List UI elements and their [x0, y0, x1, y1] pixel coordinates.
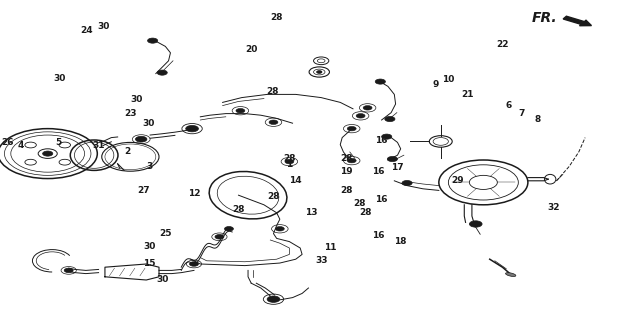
Circle shape [347, 158, 356, 163]
Text: 23: 23 [124, 109, 137, 118]
Text: 22: 22 [496, 40, 509, 49]
Circle shape [363, 106, 372, 110]
Text: 3: 3 [146, 162, 153, 171]
Circle shape [135, 136, 147, 142]
Text: 28: 28 [267, 192, 280, 201]
Text: 28: 28 [353, 199, 366, 208]
Text: 1: 1 [286, 160, 293, 169]
Text: 21: 21 [461, 90, 474, 99]
Circle shape [385, 116, 395, 122]
Text: 16: 16 [372, 167, 385, 176]
Text: 30: 30 [130, 95, 143, 104]
Text: 16: 16 [375, 136, 388, 145]
Text: 13: 13 [305, 208, 318, 217]
Circle shape [402, 180, 412, 186]
FancyArrow shape [563, 16, 591, 26]
Text: 30: 30 [142, 119, 155, 128]
Circle shape [469, 221, 482, 227]
Circle shape [215, 235, 224, 239]
Text: 17: 17 [391, 164, 404, 172]
Circle shape [64, 268, 73, 273]
Text: 10: 10 [442, 76, 455, 84]
Circle shape [269, 120, 278, 124]
Text: 30: 30 [156, 276, 169, 284]
Text: 5: 5 [55, 138, 62, 147]
Circle shape [157, 70, 167, 75]
Text: 31: 31 [92, 141, 105, 150]
Text: 28: 28 [232, 205, 245, 214]
Text: 28: 28 [359, 208, 372, 217]
Text: 32: 32 [547, 204, 560, 212]
Text: 30: 30 [53, 74, 66, 83]
Circle shape [275, 227, 284, 231]
Text: 28: 28 [266, 87, 279, 96]
Text: 15: 15 [143, 260, 156, 268]
Text: 33: 33 [315, 256, 328, 265]
Ellipse shape [506, 273, 516, 276]
Circle shape [148, 38, 158, 43]
Text: 30: 30 [97, 22, 110, 31]
Circle shape [347, 126, 356, 131]
Text: 29: 29 [452, 176, 464, 185]
Text: 8: 8 [534, 116, 541, 124]
Text: 18: 18 [394, 237, 407, 246]
Text: 28: 28 [270, 13, 283, 22]
Text: 25: 25 [159, 229, 172, 238]
Text: 19: 19 [340, 167, 353, 176]
Text: 28: 28 [340, 154, 353, 163]
Circle shape [186, 125, 198, 132]
Text: 30: 30 [143, 242, 156, 251]
Text: 26: 26 [1, 138, 14, 147]
Circle shape [267, 296, 280, 302]
Circle shape [190, 262, 198, 266]
Circle shape [236, 108, 245, 113]
Circle shape [225, 227, 233, 231]
Text: 27: 27 [137, 186, 149, 195]
Circle shape [387, 156, 398, 162]
Text: 7: 7 [518, 109, 525, 118]
Text: 11: 11 [324, 244, 337, 252]
Circle shape [317, 71, 322, 73]
Text: 20: 20 [245, 45, 258, 54]
Text: 28: 28 [283, 154, 296, 163]
Text: 16: 16 [372, 231, 385, 240]
Text: 9: 9 [432, 80, 439, 89]
Text: 14: 14 [289, 176, 302, 185]
Text: 24: 24 [80, 26, 93, 35]
Text: 12: 12 [188, 189, 200, 198]
Text: 6: 6 [506, 101, 512, 110]
Circle shape [382, 134, 392, 139]
Circle shape [43, 151, 53, 156]
Circle shape [285, 159, 294, 164]
Text: 16: 16 [375, 196, 388, 204]
Circle shape [375, 79, 385, 84]
Text: 28: 28 [340, 186, 353, 195]
Text: 4: 4 [17, 141, 24, 150]
Circle shape [356, 114, 365, 118]
Text: FR.: FR. [532, 11, 557, 25]
Text: 2: 2 [124, 148, 130, 156]
